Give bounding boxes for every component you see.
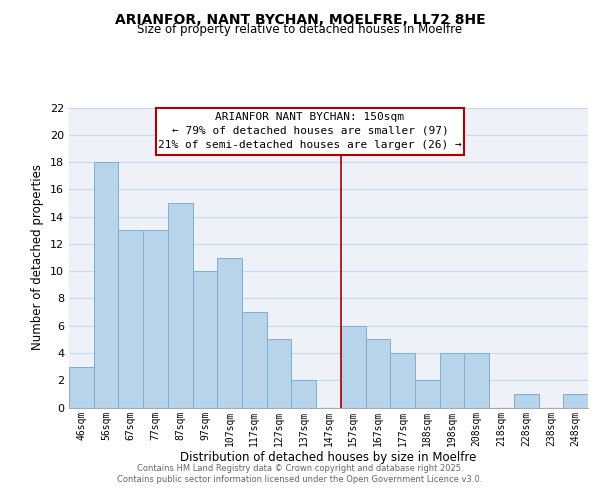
Bar (217, 258, 242, 408)
Y-axis label: Number of detached properties: Number of detached properties (31, 164, 44, 350)
Text: 21% of semi-detached houses are larger (26) →: 21% of semi-detached houses are larger (… (158, 140, 462, 149)
X-axis label: Distribution of detached houses by size in Moelfre: Distribution of detached houses by size … (181, 451, 476, 464)
Bar (242, 312, 267, 408)
Bar (390, 353, 415, 408)
Text: ARIANFOR NANT BYCHAN: 150sqm: ARIANFOR NANT BYCHAN: 150sqm (215, 112, 404, 122)
Bar (143, 230, 168, 408)
Bar (94, 162, 118, 408)
Bar (267, 340, 292, 407)
Bar (563, 394, 588, 407)
Bar (440, 353, 464, 408)
Text: Contains HM Land Registry data © Crown copyright and database right 2025.: Contains HM Land Registry data © Crown c… (137, 464, 463, 473)
Bar (168, 203, 193, 408)
Bar (415, 380, 440, 407)
Text: Size of property relative to detached houses in Moelfre: Size of property relative to detached ho… (137, 24, 463, 36)
Text: Contains public sector information licensed under the Open Government Licence v3: Contains public sector information licen… (118, 475, 482, 484)
Text: ARIANFOR, NANT BYCHAN, MOELFRE, LL72 8HE: ARIANFOR, NANT BYCHAN, MOELFRE, LL72 8HE (115, 12, 485, 26)
Bar (514, 394, 539, 407)
Bar (118, 230, 143, 408)
Bar (292, 380, 316, 407)
Bar (69, 366, 94, 408)
Text: ← 79% of detached houses are smaller (97): ← 79% of detached houses are smaller (97… (172, 126, 448, 136)
Bar (341, 326, 365, 407)
Bar (464, 353, 489, 408)
Bar (193, 271, 217, 407)
Bar (365, 340, 390, 407)
